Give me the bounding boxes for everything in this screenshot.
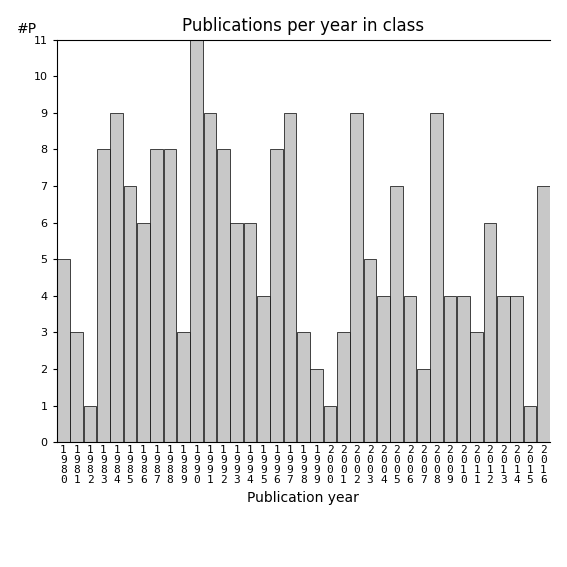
Bar — [230, 223, 243, 442]
Bar — [537, 186, 549, 442]
Bar — [204, 113, 217, 442]
Bar — [524, 405, 536, 442]
Bar — [244, 223, 256, 442]
Bar — [457, 296, 469, 442]
Bar — [324, 405, 336, 442]
Bar — [137, 223, 150, 442]
Bar — [510, 296, 523, 442]
Bar — [270, 150, 283, 442]
Title: Publications per year in class: Publications per year in class — [182, 18, 425, 35]
Bar — [217, 150, 230, 442]
Bar — [297, 332, 310, 442]
Bar — [497, 296, 510, 442]
Bar — [257, 296, 270, 442]
Bar — [70, 332, 83, 442]
Bar — [377, 296, 390, 442]
Bar — [443, 296, 456, 442]
Text: #P: #P — [17, 22, 37, 36]
Bar — [417, 369, 430, 442]
Bar — [150, 150, 163, 442]
Bar — [164, 150, 176, 442]
Bar — [310, 369, 323, 442]
Bar — [191, 40, 203, 442]
Bar — [363, 259, 376, 442]
X-axis label: Publication year: Publication year — [247, 490, 359, 505]
Bar — [177, 332, 190, 442]
Bar — [430, 113, 443, 442]
Bar — [284, 113, 297, 442]
Bar — [124, 186, 136, 442]
Bar — [57, 259, 70, 442]
Bar — [404, 296, 416, 442]
Bar — [350, 113, 363, 442]
Bar — [390, 186, 403, 442]
Bar — [111, 113, 123, 442]
Bar — [97, 150, 109, 442]
Bar — [484, 223, 496, 442]
Bar — [471, 332, 483, 442]
Bar — [84, 405, 96, 442]
Bar — [337, 332, 350, 442]
